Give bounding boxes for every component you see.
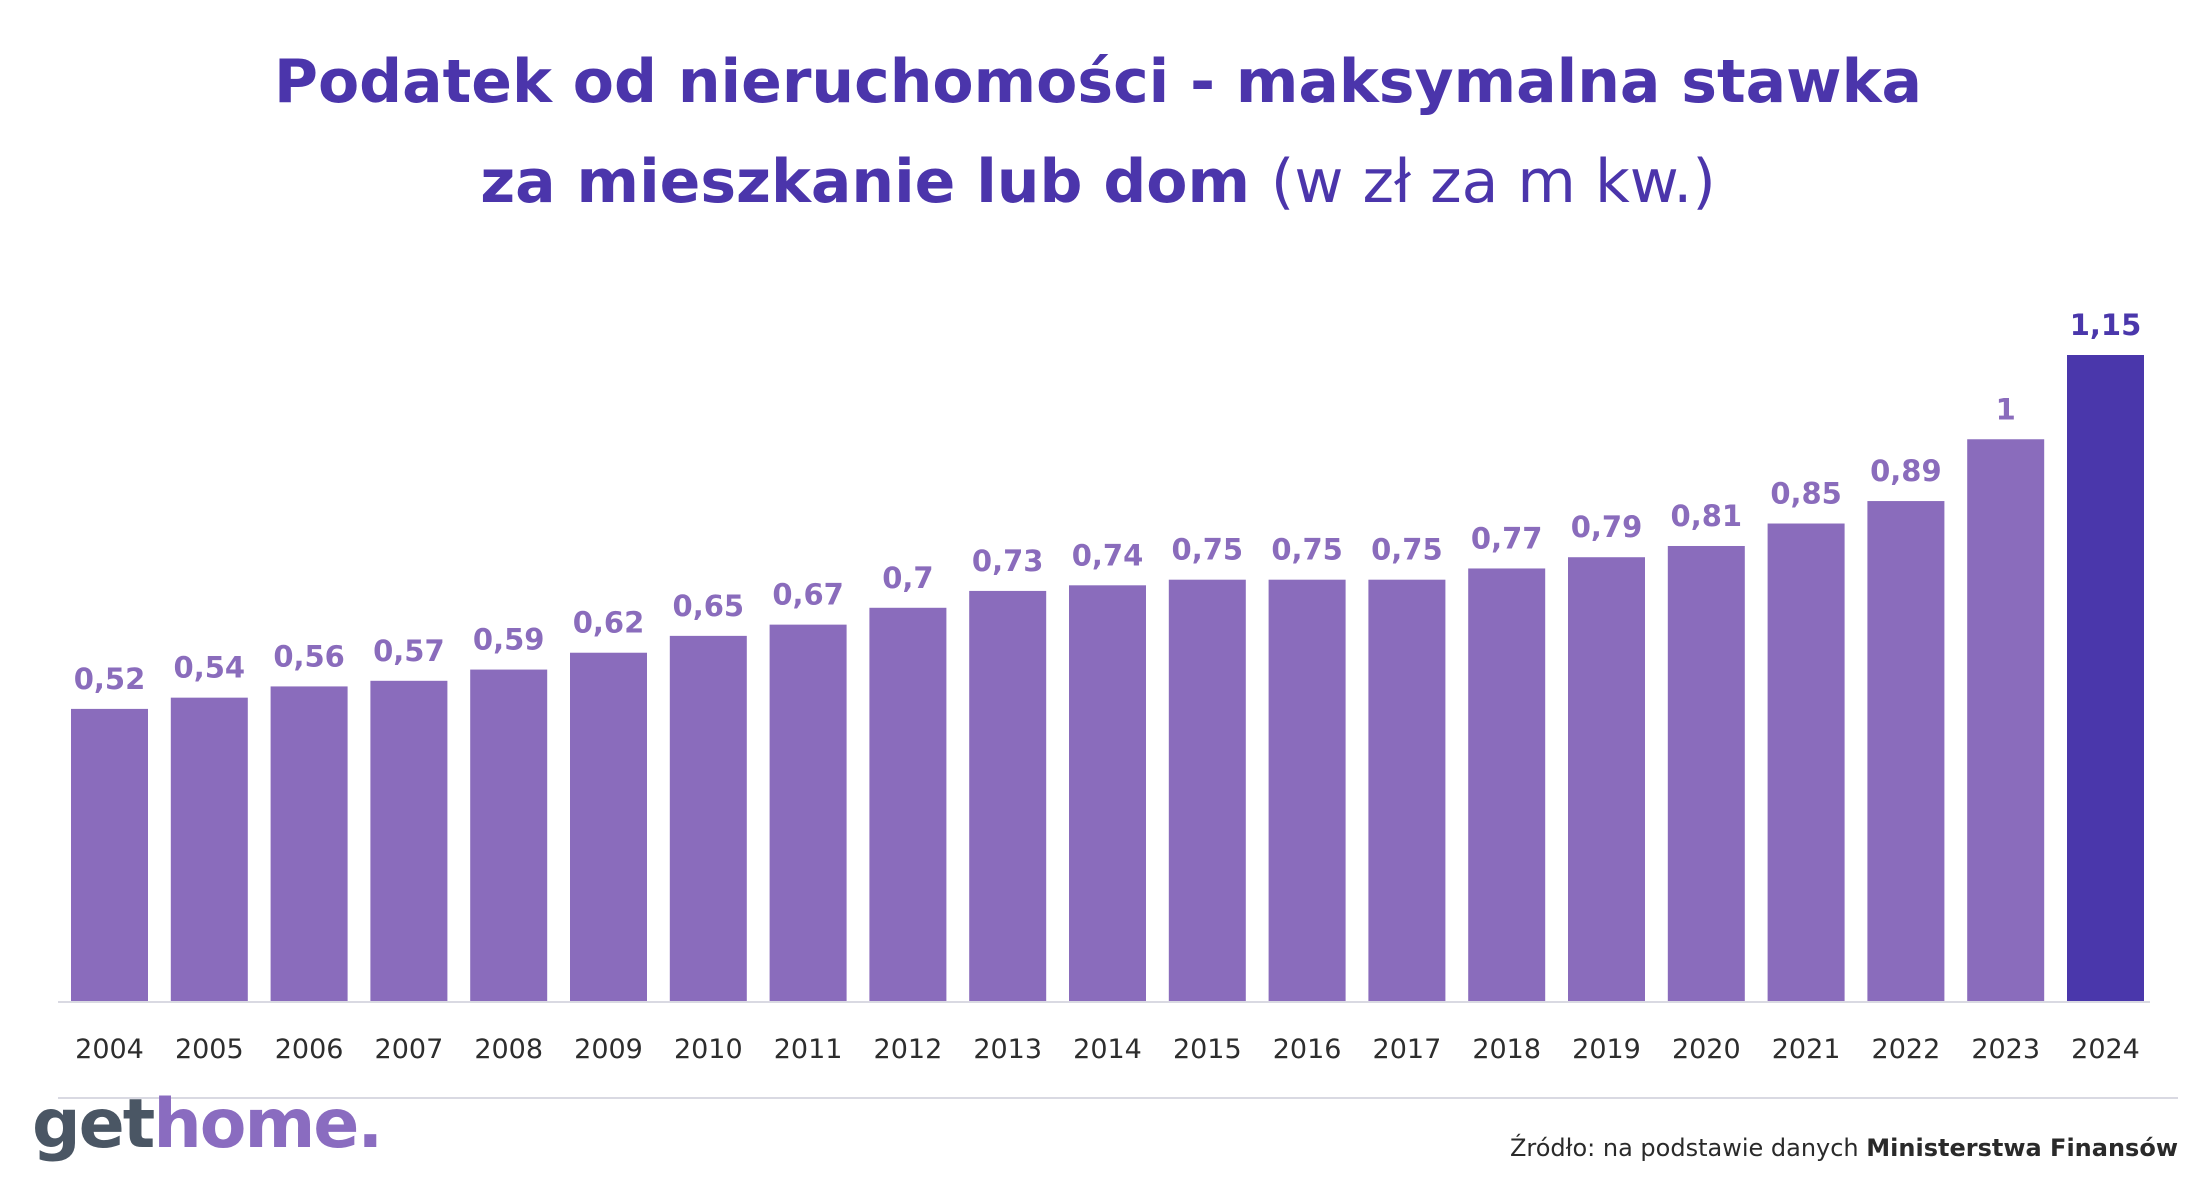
x-tick-2018: 2018 — [1472, 1034, 1541, 1065]
x-tick-2017: 2017 — [1373, 1034, 1442, 1065]
bar-2018 — [1468, 568, 1546, 1001]
bar-2023 — [1967, 439, 2045, 1001]
bar-2024 — [2067, 355, 2144, 1001]
x-tick-2024: 2024 — [2071, 1034, 2140, 1065]
bar-2022 — [1867, 501, 1945, 1001]
x-tick-2011: 2011 — [774, 1034, 843, 1065]
source-note: Źródło: na podstawie danych Ministerstwa… — [1510, 1134, 2178, 1162]
bar-2014 — [1069, 585, 1146, 1001]
bar-2021 — [1767, 523, 1845, 1001]
x-tick-2010: 2010 — [674, 1034, 743, 1065]
x-tick-2020: 2020 — [1672, 1034, 1741, 1065]
data-label-2008: 0,59 — [473, 623, 545, 657]
chart-title-main: za mieszkanie lub dom — [480, 147, 1251, 217]
bar-2005 — [170, 697, 248, 1001]
data-label-2021: 0,85 — [1770, 477, 1842, 511]
data-label-2004: 0,52 — [74, 662, 146, 696]
data-label-2018: 0,77 — [1471, 521, 1543, 555]
bar-2020 — [1667, 545, 1745, 1001]
x-tick-2009: 2009 — [574, 1034, 643, 1065]
x-tick-2019: 2019 — [1572, 1034, 1641, 1065]
data-label-2024: 1,15 — [2070, 308, 2142, 342]
x-tick-2016: 2016 — [1273, 1034, 1342, 1065]
data-label-2006: 0,56 — [273, 639, 345, 673]
chart-title-line1: Podatek od nieruchomości - maksymalna st… — [273, 47, 1922, 117]
bar-2016 — [1268, 579, 1346, 1001]
x-tick-2006: 2006 — [275, 1034, 344, 1065]
data-label-2015: 0,75 — [1172, 533, 1244, 567]
chart-title-line2: za mieszkanie lub dom (w zł za m kw.) — [0, 132, 2196, 232]
bar-2019 — [1568, 557, 1645, 1001]
x-tick-2023: 2023 — [1971, 1034, 2040, 1065]
bar-2015 — [1168, 579, 1246, 1001]
x-tick-2021: 2021 — [1772, 1034, 1841, 1065]
x-tick-2022: 2022 — [1872, 1034, 1941, 1065]
bar-2004 — [71, 708, 148, 1001]
chart-title-unit: (w zł za m kw.) — [1270, 147, 1716, 217]
data-label-2005: 0,54 — [174, 651, 246, 685]
logo-home: home. — [153, 1085, 383, 1164]
x-tick-2007: 2007 — [375, 1034, 444, 1065]
bar-2009 — [570, 652, 647, 1001]
gethome-logo: gethome. — [32, 1085, 383, 1164]
bar-2011 — [769, 624, 847, 1001]
data-label-2019: 0,79 — [1571, 510, 1643, 544]
bar-2010 — [669, 635, 747, 1001]
bar-chart: 0,52 2004 0,54 2005 0,56 2006 0,57 2007 0,59 2008… — [58, 308, 2150, 1065]
x-tick-2012: 2012 — [874, 1034, 943, 1065]
bar-2013 — [969, 590, 1047, 1001]
data-label-2014: 0,74 — [1072, 538, 1144, 572]
x-tick-2013: 2013 — [973, 1034, 1042, 1065]
data-label-2023: 1 — [1996, 392, 2016, 426]
x-tick-2005: 2005 — [175, 1034, 244, 1065]
x-tick-2004: 2004 — [75, 1034, 144, 1065]
bar-2012 — [869, 607, 947, 1001]
x-tick-2014: 2014 — [1073, 1034, 1142, 1065]
data-label-2016: 0,75 — [1271, 533, 1343, 567]
data-label-2012: 0,7 — [882, 561, 933, 595]
x-tick-2008: 2008 — [474, 1034, 543, 1065]
data-label-2011: 0,67 — [772, 578, 844, 612]
logo-get: get — [32, 1085, 155, 1164]
data-label-2022: 0,89 — [1870, 454, 1942, 488]
data-label-2010: 0,65 — [673, 589, 745, 623]
bar-2008 — [470, 669, 548, 1001]
source-ministry: Ministerstwa Finansów — [1866, 1134, 2178, 1162]
bar-2017 — [1368, 579, 1446, 1001]
data-label-2009: 0,62 — [573, 606, 645, 640]
data-label-2013: 0,73 — [972, 544, 1044, 578]
source-prefix: Źródło: na podstawie danych — [1509, 1134, 1867, 1162]
footer-divider — [58, 1097, 2178, 1099]
data-label-2020: 0,81 — [1671, 499, 1743, 533]
bar-2006 — [270, 686, 348, 1001]
data-label-2017: 0,75 — [1371, 533, 1443, 567]
bar-2007 — [370, 680, 448, 1001]
data-label-2007: 0,57 — [373, 634, 445, 668]
x-tick-2015: 2015 — [1173, 1034, 1242, 1065]
